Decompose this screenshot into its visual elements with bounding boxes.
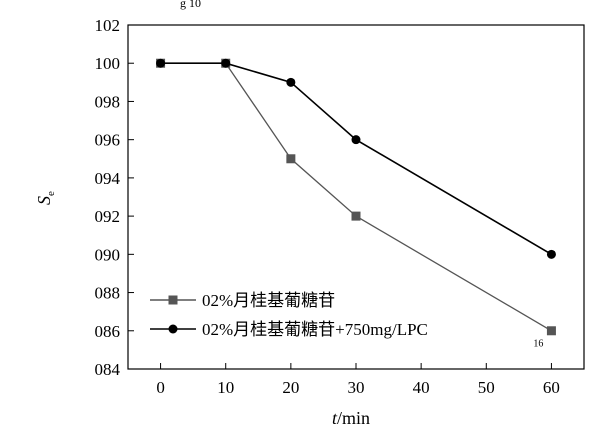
y-tick-label: 086 <box>95 322 121 341</box>
y-tick-label: 100 <box>95 54 121 73</box>
annotations: 16 <box>533 338 543 349</box>
y-axis-title-subscript: e <box>45 191 57 196</box>
series-layer <box>156 58 556 336</box>
series-2 <box>156 58 556 259</box>
y-tick-label: 096 <box>95 131 121 150</box>
y-tick-label: 084 <box>95 360 121 379</box>
y-tick-label: 088 <box>95 284 121 303</box>
x-tick-label: 30 <box>348 378 365 397</box>
legend-label: 02%月桂基葡糖苷+750mg/LPC <box>202 320 428 339</box>
y-tick-label: 102 <box>95 16 121 35</box>
legend-label: 02%月桂基葡糖苷 <box>202 291 335 310</box>
x-axis: 0 10 20 30 40 50 60 <box>156 363 560 397</box>
x-tick-label: 10 <box>217 378 234 397</box>
legend-swatch-marker <box>168 324 178 334</box>
top-caption: g 10 <box>180 0 201 10</box>
data-point <box>546 249 556 259</box>
y-tick-label: 098 <box>95 92 121 111</box>
y-axis: 084 086 088 090 092 094 096 098 100 102 <box>95 16 134 379</box>
data-point <box>221 58 231 68</box>
legend-item: 02%月桂基葡糖苷+750mg/LPC <box>150 320 428 339</box>
x-tick-label: 60 <box>543 378 560 397</box>
data-point <box>351 135 361 145</box>
x-axis-title-symbol: t <box>332 408 338 428</box>
data-point <box>156 58 166 68</box>
y-axis-title: Se <box>34 191 57 205</box>
data-point <box>286 154 296 164</box>
x-tick-label: 50 <box>478 378 495 397</box>
y-axis-title-symbol: S <box>34 196 54 205</box>
x-tick-label: 40 <box>413 378 430 397</box>
data-point <box>351 211 361 221</box>
legend-item: 02%月桂基葡糖苷 <box>150 291 335 310</box>
legend-swatch-marker <box>168 295 178 305</box>
legend: 02%月桂基葡糖苷 02%月桂基葡糖苷+750mg/LPC <box>150 291 428 339</box>
x-axis-title: t/min <box>332 408 370 428</box>
x-tick-label: 0 <box>156 378 165 397</box>
annotation-label: 16 <box>533 338 543 349</box>
data-point <box>286 77 296 87</box>
y-tick-label: 094 <box>95 169 121 188</box>
plot-area <box>127 24 585 370</box>
data-point <box>546 326 556 336</box>
y-tick-label: 090 <box>95 245 121 264</box>
x-axis-title-unit: /min <box>337 408 370 428</box>
x-tick-label: 20 <box>282 378 299 397</box>
plot-frame <box>127 24 585 370</box>
series-line <box>160 62 552 256</box>
y-tick-label: 092 <box>95 207 121 226</box>
